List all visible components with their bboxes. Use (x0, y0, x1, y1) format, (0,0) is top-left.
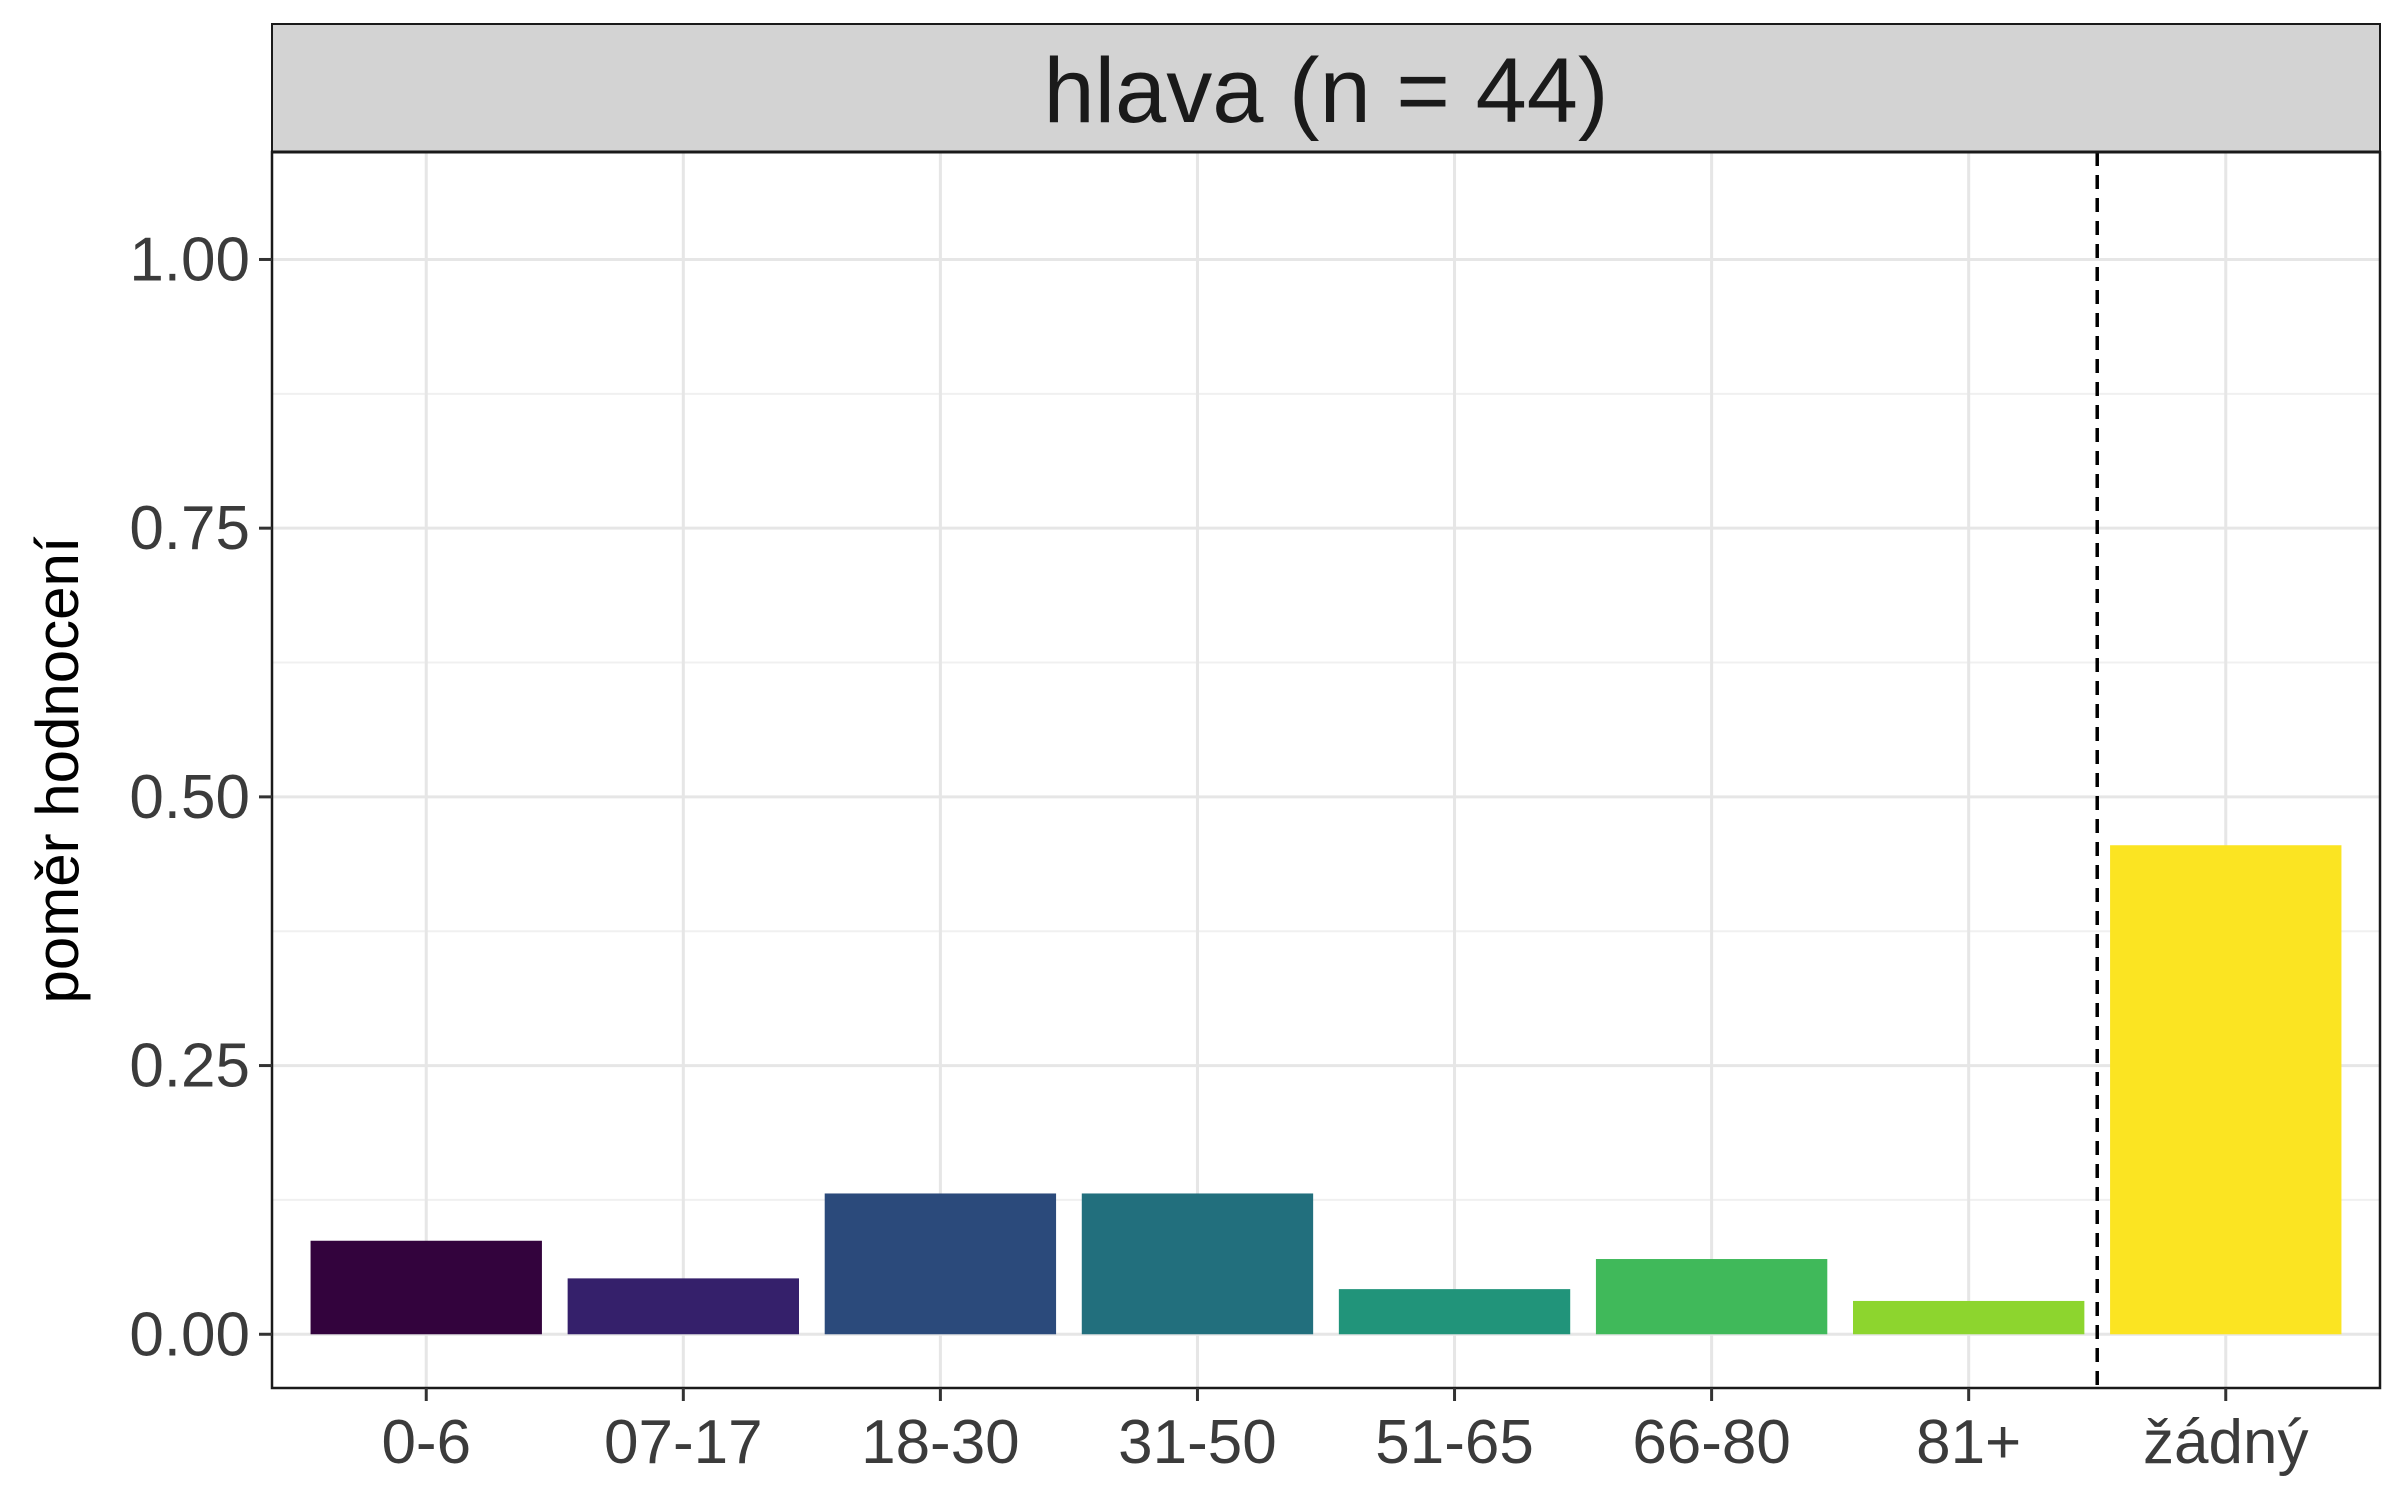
x-tick-label: žádný (2143, 1408, 2308, 1477)
bar-31-50 (1081, 1193, 1314, 1335)
y-axis-title: poměr hodnocení (24, 536, 91, 1003)
facet-strip (271, 23, 2381, 153)
x-axis: 0-6 07-17 18-30 31-50 51-65 66-80 81+ žádný (381, 1388, 2308, 1477)
x-tick-label: 07-17 (604, 1408, 763, 1477)
y-tick-label: 0.00 (129, 1300, 250, 1369)
bars (310, 845, 2342, 1335)
bar-81+ (1853, 1300, 2085, 1335)
x-tick-label: 66-80 (1632, 1408, 1791, 1477)
bar-žádný (2110, 845, 2342, 1335)
y-tick-label: 0.50 (129, 763, 250, 832)
y-tick-label: 0.75 (129, 494, 250, 563)
plot-panel (272, 152, 2380, 1388)
chart-title: hlava (n = 44) (1043, 40, 1608, 142)
grid-major (272, 152, 2380, 1388)
bar-66-80 (1595, 1259, 1828, 1335)
grid-minor (272, 392, 2380, 1201)
y-tick-label: 1.00 (129, 225, 250, 294)
bar-18-30 (824, 1193, 1057, 1335)
y-tick-label: 0.25 (129, 1032, 250, 1101)
x-tick-label: 31-50 (1118, 1408, 1277, 1477)
x-tick-label: 18-30 (861, 1408, 1020, 1477)
y-axis: 0.00 0.25 0.50 0.75 1.00 (129, 225, 272, 1369)
x-tick-label: 0-6 (381, 1408, 471, 1477)
bar-07-17 (567, 1278, 799, 1335)
x-tick-label: 81+ (1916, 1408, 2021, 1477)
bar-51-65 (1338, 1289, 1571, 1335)
x-tick-label: 51-65 (1375, 1408, 1534, 1477)
bar-0-6 (310, 1240, 542, 1335)
